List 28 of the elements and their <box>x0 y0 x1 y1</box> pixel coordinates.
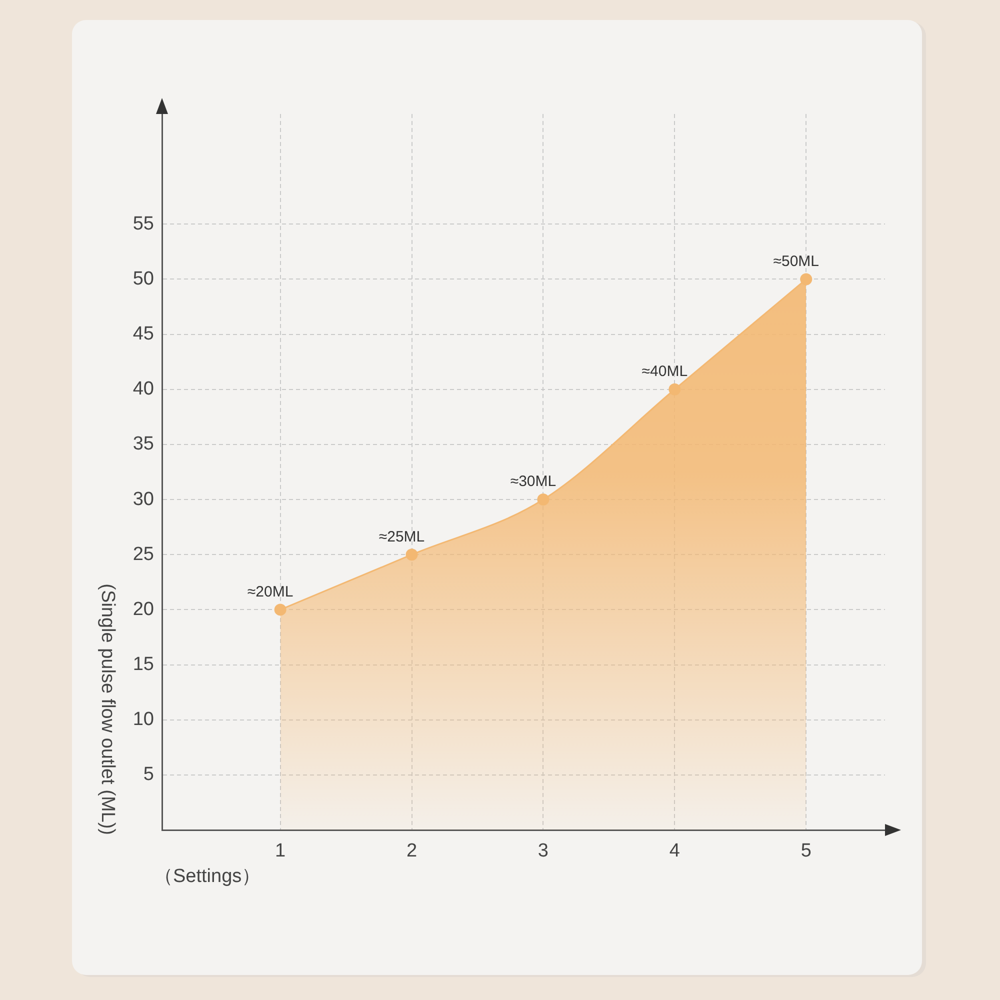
y-tick-label: 55 <box>132 213 154 234</box>
x-axis-title: （Settings） <box>154 866 261 888</box>
data-label: ≈50ML <box>773 252 820 270</box>
y-tick-label: 40 <box>132 378 154 400</box>
y-tick-label: 20 <box>132 598 154 620</box>
y-tick-label: 15 <box>132 654 154 676</box>
x-tick-label: 3 <box>538 840 549 862</box>
y-tick-label: 30 <box>132 488 154 510</box>
y-tick-label: 35 <box>132 434 154 455</box>
point <box>406 548 418 561</box>
x-tick-label: 1 <box>275 840 286 862</box>
y-tick-label: 25 <box>132 544 154 565</box>
data-label: ≈40ML <box>642 363 688 380</box>
point <box>668 383 681 396</box>
x-tick-label: 5 <box>800 840 812 862</box>
point <box>537 494 550 506</box>
point <box>274 604 286 616</box>
x-tick-label: 4 <box>669 840 680 862</box>
y-axis-title: (Single pulse flow outlet (ML)) <box>96 584 118 835</box>
data-label: ≈30ML <box>510 473 556 490</box>
y-tick-label: 10 <box>132 709 154 730</box>
data-label: ≈25ML <box>378 528 425 546</box>
x-tick-label: 2 <box>406 840 418 862</box>
y-tick-label: 50 <box>132 268 154 290</box>
y-tick-label: 5 <box>143 764 154 786</box>
point <box>800 273 812 286</box>
data-label: ≈20ML <box>247 583 294 600</box>
y-tick-label: 45 <box>132 324 154 345</box>
